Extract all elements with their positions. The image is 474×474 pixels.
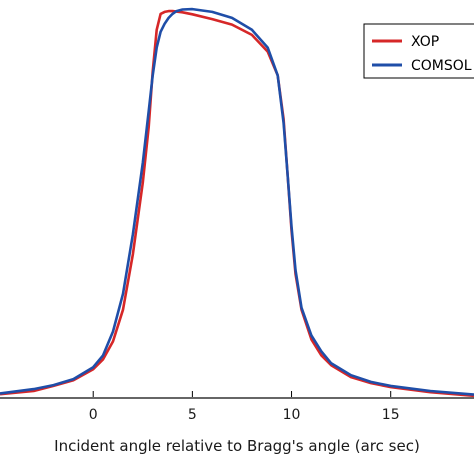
series-line-xop (0, 9, 474, 398)
x-tick-label: 10 (283, 407, 301, 423)
series-layer (0, 7, 474, 398)
legend: XOP COMSOL (363, 23, 474, 79)
legend-label-xop: XOP (411, 34, 439, 50)
x-tick-label: 0 (89, 407, 98, 423)
x-axis: 0 5 10 15 (89, 391, 400, 423)
x-axis-label: Incident angle relative to Bragg's angle… (54, 437, 420, 455)
series-line-comsol (0, 7, 474, 396)
legend-label-comsol: COMSOL (411, 58, 472, 74)
legend-box (363, 23, 474, 79)
x-tick-label: 15 (382, 407, 400, 423)
x-tick-label: 5 (188, 407, 197, 423)
